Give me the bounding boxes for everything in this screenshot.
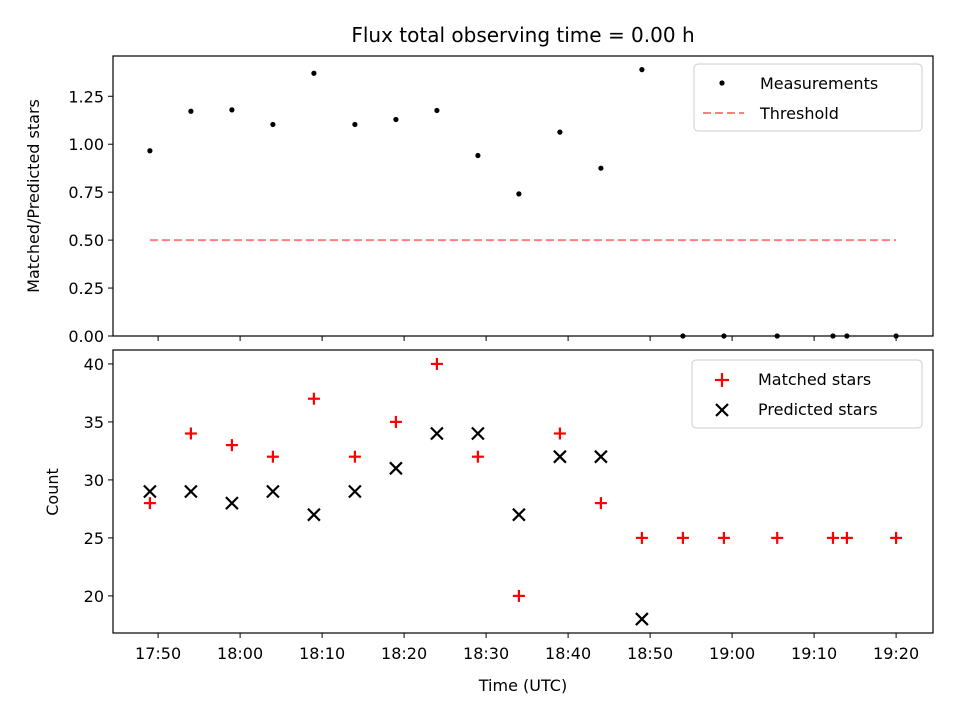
y-tick-label: 30 (84, 471, 104, 490)
legend-matched-label: Matched stars (758, 370, 871, 389)
matched-star-point (225, 439, 238, 452)
legend-threshold-label: Threshold (759, 104, 839, 123)
predicted-star-point (266, 484, 280, 499)
measurement-point (598, 165, 604, 171)
matched-star-point (430, 357, 443, 370)
matched-star-point (771, 531, 784, 544)
x-tick-label: 19:10 (791, 644, 837, 663)
measurement-point (475, 152, 481, 159)
y-tick-label: 20 (84, 587, 104, 606)
matched-star-point (890, 531, 903, 544)
measurement-point (557, 129, 563, 135)
top-y-axis-label: Matched/Predicted stars (24, 99, 43, 293)
x-tick-label: 18:40 (545, 644, 591, 663)
top-axes-frame (112, 55, 934, 337)
matched-star-point (389, 415, 402, 428)
x-tick-label: 18:00 (217, 644, 263, 663)
matched-star-point (553, 427, 566, 440)
predicted-star-point (471, 426, 485, 441)
x-tick-label: 18:30 (463, 644, 509, 663)
x-tick-label: 18:20 (381, 644, 427, 663)
y-tick-label: 35 (84, 413, 104, 432)
measurement-point (352, 121, 358, 128)
legend-measurements-label: Measurements (760, 74, 878, 93)
predicted-star-point (307, 507, 321, 522)
y-tick-label: 0.50 (68, 231, 104, 250)
bottom-data-marks (143, 357, 903, 626)
x-tick-label: 18:10 (299, 644, 345, 663)
measurement-point (721, 333, 727, 339)
measurement-point (639, 67, 645, 73)
matched-star-point (512, 589, 525, 602)
matched-star-point (840, 531, 853, 544)
measurement-point (774, 333, 780, 339)
matched-star-point (635, 531, 648, 544)
measurement-point (147, 148, 153, 154)
legend-measurements-marker (719, 80, 725, 86)
y-tick-label: 0.75 (68, 183, 104, 202)
y-tick-label: 25 (84, 529, 104, 548)
predicted-star-point (348, 484, 362, 499)
x-axis-label: Time (UTC) (478, 676, 567, 695)
measurement-point (270, 121, 276, 128)
predicted-star-point (430, 426, 444, 441)
top-legend-box (693, 63, 923, 132)
x-tick-label: 17:50 (135, 644, 181, 663)
measurement-point (516, 191, 522, 197)
matched-star-point (594, 497, 607, 510)
legend-predicted-marker (715, 403, 729, 417)
bottom-plot-area: 20 25 30 35 40 17:50 18:00 18:10 18:20 18:30 18:4… (43, 349, 934, 695)
measurement-point (188, 108, 194, 114)
top-data-marks (147, 67, 899, 339)
measurement-point (229, 107, 235, 113)
y-tick-label: 1.25 (68, 87, 104, 106)
matched-star-point (307, 392, 320, 405)
matched-star-point (184, 427, 197, 440)
matched-star-point (143, 497, 156, 510)
predicted-star-point (389, 461, 403, 476)
predicted-star-point (225, 496, 239, 510)
top-y-ticks: 0.00 0.25 0.50 0.75 1.00 1.25 (68, 87, 113, 346)
legend-predicted-label: Predicted stars (758, 400, 878, 419)
bottom-x-ticks: 17:50 18:00 18:10 18:20 18:30 18:40 18:50 19:00… (135, 633, 919, 663)
top-plot-area: 0.00 0.25 0.50 0.75 1.00 1.25 Matched/Predict… (24, 55, 934, 346)
legend-matched-marker (715, 373, 729, 387)
predicted-star-point (184, 484, 198, 499)
matched-star-point (676, 531, 689, 544)
chart-title: Flux total observing time = 0.00 h (351, 23, 694, 47)
matched-star-point (826, 531, 839, 544)
x-tick-label: 19:00 (709, 644, 755, 663)
x-tick-label: 18:50 (627, 644, 673, 663)
measurement-point (680, 333, 686, 339)
bottom-y-ticks: 20 25 30 35 40 (84, 355, 113, 606)
x-tick-label: 19:20 (873, 644, 919, 663)
predicted-star-point (553, 449, 567, 464)
y-tick-label: 1.00 (68, 135, 104, 154)
bottom-y-axis-label: Count (43, 468, 62, 516)
matched-star-point (348, 450, 361, 463)
bottom-legend-box (691, 359, 923, 429)
measurement-point (311, 70, 317, 76)
y-tick-label: 0.00 (68, 327, 104, 346)
bottom-legend: Matched stars Predicted stars (691, 359, 923, 429)
measurement-point (830, 333, 836, 339)
measurement-point (844, 333, 850, 339)
measurement-point (434, 107, 440, 114)
y-tick-label: 0.25 (68, 279, 104, 298)
matched-star-point (471, 450, 484, 463)
predicted-star-point (635, 612, 649, 626)
top-legend: Measurements Threshold (693, 63, 923, 132)
y-tick-label: 40 (84, 355, 104, 374)
measurement-point (893, 333, 899, 339)
bottom-axes-frame (112, 349, 934, 634)
matched-star-point (717, 531, 730, 544)
predicted-star-point (594, 449, 608, 464)
measurement-point (393, 116, 399, 123)
predicted-star-point (143, 484, 157, 499)
matched-star-point (266, 450, 279, 463)
predicted-star-point (512, 507, 526, 522)
